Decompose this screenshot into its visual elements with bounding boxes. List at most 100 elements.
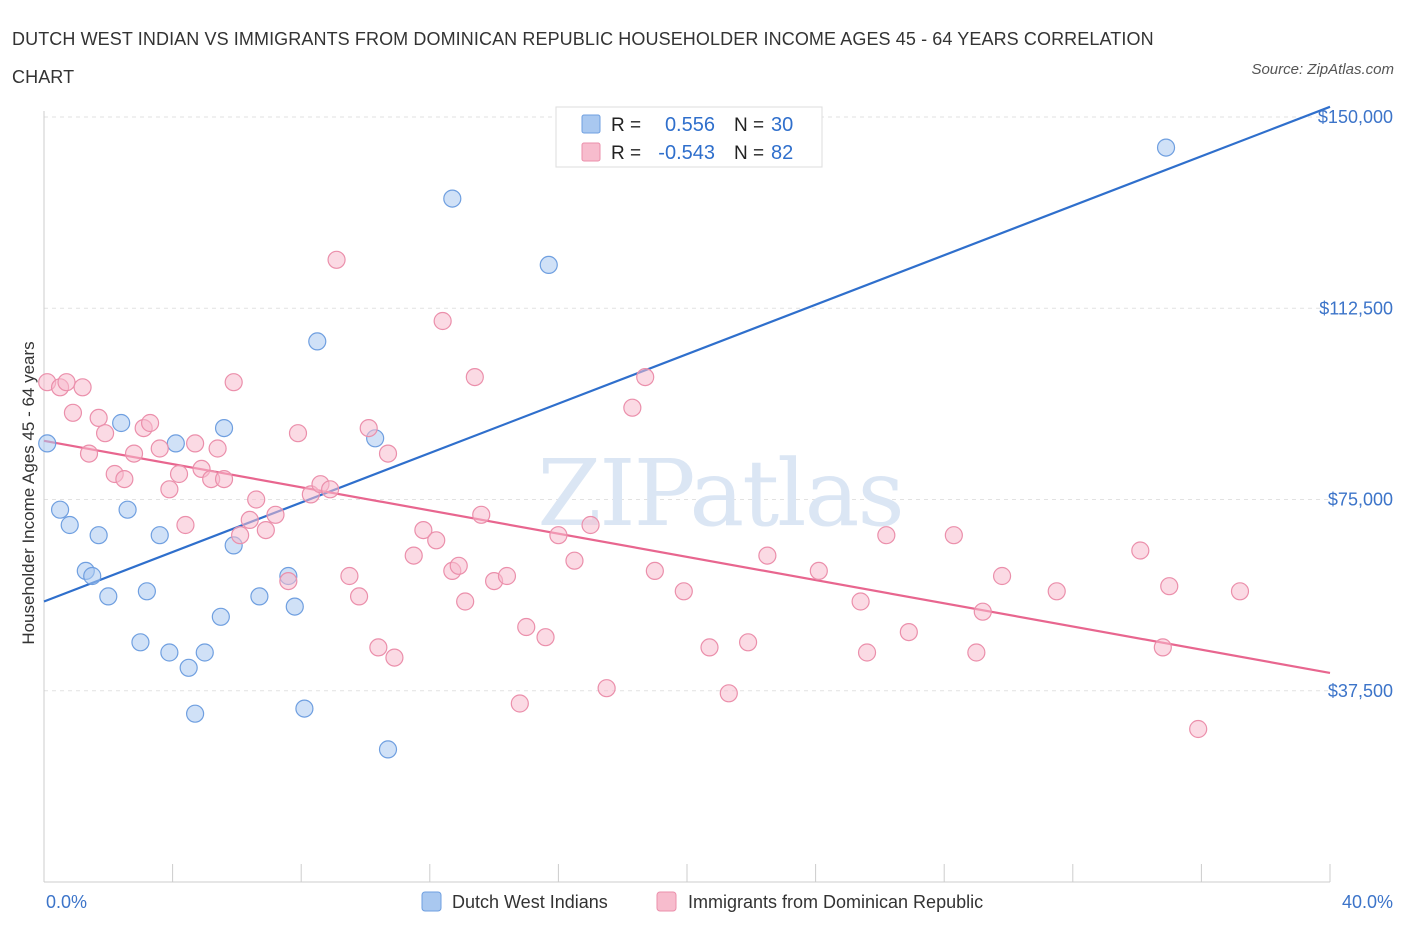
axes [43, 111, 1331, 883]
legend-swatch-dominican [581, 142, 601, 162]
point-dutch-west-indians [160, 643, 179, 662]
point-dutch-west-indians [166, 434, 185, 453]
point-dominican-republic [124, 444, 144, 463]
point-dominican-republic [536, 628, 555, 647]
point-dominican-republic [899, 622, 918, 642]
point-dominican-republic [115, 470, 134, 489]
series-legend-label-1: Dutch West Indians [452, 892, 608, 912]
point-dominican-republic [369, 638, 388, 657]
point-dominican-republic [427, 531, 446, 550]
point-dutch-west-indians [83, 566, 102, 586]
point-dutch-west-indians [295, 699, 314, 718]
point-dutch-west-indians [443, 189, 462, 208]
series-legend-label-2: Immigrants from Dominican Republic [688, 892, 983, 912]
point-dominican-republic [176, 515, 195, 535]
point-dominican-republic [700, 638, 719, 657]
point-dominican-republic [240, 510, 259, 530]
point-dominican-republic [224, 373, 243, 392]
point-dominican-republic [140, 413, 160, 433]
y-tick-label: $75,000 [1328, 490, 1393, 510]
point-dutch-west-indians [179, 658, 198, 677]
point-dutch-west-indians [378, 740, 398, 759]
point-dominican-republic [414, 520, 433, 540]
legend-r-label-1: R = [611, 115, 641, 136]
point-dominican-republic [719, 684, 738, 703]
point-dutch-west-indians [112, 413, 131, 433]
legend-n-label-2: N = [734, 143, 764, 164]
point-dominican-republic [160, 480, 179, 499]
point-dutch-west-indians [285, 597, 304, 616]
point-dominican-republic [1047, 582, 1066, 601]
y-axis-title: Householder Income Ages 45 - 64 years [19, 341, 38, 644]
y-tick-label: $150,000 [1318, 107, 1393, 127]
point-dominican-republic [327, 250, 346, 269]
point-dominican-republic [497, 566, 517, 586]
x-tick-labels: 0.0% 40.0% [46, 892, 1393, 912]
data-points [38, 138, 1250, 759]
point-dutch-west-indians [38, 434, 57, 453]
point-dominican-republic [1230, 582, 1250, 601]
point-dominican-republic [973, 602, 992, 621]
point-dominican-republic [581, 515, 600, 535]
point-dominican-republic [279, 571, 298, 591]
point-dominican-republic [857, 643, 877, 662]
point-dominican-republic [636, 368, 655, 387]
x-tick-label-max: 40.0% [1342, 892, 1393, 912]
point-dominican-republic [851, 592, 870, 611]
point-dutch-west-indians [150, 526, 169, 545]
point-dutch-west-indians [539, 255, 558, 274]
point-dominican-republic [510, 694, 529, 713]
point-dominican-republic [967, 643, 986, 662]
point-dominican-republic [231, 526, 250, 545]
point-dominican-republic [1131, 541, 1150, 560]
point-dutch-west-indians [1156, 138, 1176, 157]
chart-title: DUTCH WEST INDIAN VS IMMIGRANTS FROM DOM… [12, 29, 1154, 87]
point-dominican-republic [349, 587, 369, 606]
point-dominican-republic [1189, 719, 1208, 739]
point-dominican-republic [674, 582, 693, 601]
y-tick-labels: $37,500 $75,000 $112,500 $150,000 [1318, 107, 1393, 701]
point-dominican-republic [169, 464, 189, 484]
series-legend: Dutch West Indians Immigrants from Domin… [421, 891, 983, 912]
legend-n-value-1: 30 [771, 114, 793, 136]
legend-r-value-2: -0.543 [658, 142, 715, 164]
point-dominican-republic [247, 490, 266, 509]
point-dominican-republic [359, 419, 378, 438]
point-dominican-republic [385, 648, 404, 667]
point-dominican-republic [214, 470, 234, 489]
point-dominican-republic [378, 444, 398, 463]
point-dutch-west-indians [250, 587, 269, 606]
point-dominican-republic [645, 561, 664, 581]
point-dominican-republic [449, 556, 468, 575]
point-dominican-republic [1153, 638, 1172, 657]
point-dominican-republic [456, 592, 475, 611]
point-dominican-republic [95, 424, 115, 443]
point-dutch-west-indians [99, 587, 118, 606]
legend-n-label-1: N = [734, 115, 764, 136]
point-dutch-west-indians [50, 500, 70, 519]
y-tick-label: $37,500 [1328, 681, 1393, 701]
point-dutch-west-indians [186, 704, 205, 723]
point-dominican-republic [565, 551, 584, 570]
point-dominican-republic [73, 378, 92, 397]
point-dutch-west-indians [137, 582, 156, 601]
series-legend-swatch-1 [421, 891, 442, 912]
point-dominican-republic [208, 439, 227, 458]
x-tick-label-min: 0.0% [46, 892, 87, 912]
point-dominican-republic [472, 505, 491, 524]
point-dominican-republic [1160, 577, 1179, 596]
point-dominican-republic [321, 480, 340, 499]
point-dominican-republic [150, 439, 169, 458]
point-dominican-republic [623, 398, 642, 417]
source-label: Source: ZipAtlas.com [1251, 61, 1394, 78]
stats-legend: R = 0.556 N = 30 R = -0.543 N = 82 [555, 106, 823, 168]
trend-line-dominican-republic [43, 439, 1331, 674]
point-dominican-republic [404, 546, 423, 565]
point-dominican-republic [79, 444, 99, 463]
point-dutch-west-indians [211, 607, 230, 626]
legend-r-label-2: R = [611, 143, 641, 164]
point-dominican-republic [57, 373, 76, 392]
point-dominican-republic [89, 408, 108, 427]
legend-swatch-dutch-west-indians [581, 114, 601, 134]
